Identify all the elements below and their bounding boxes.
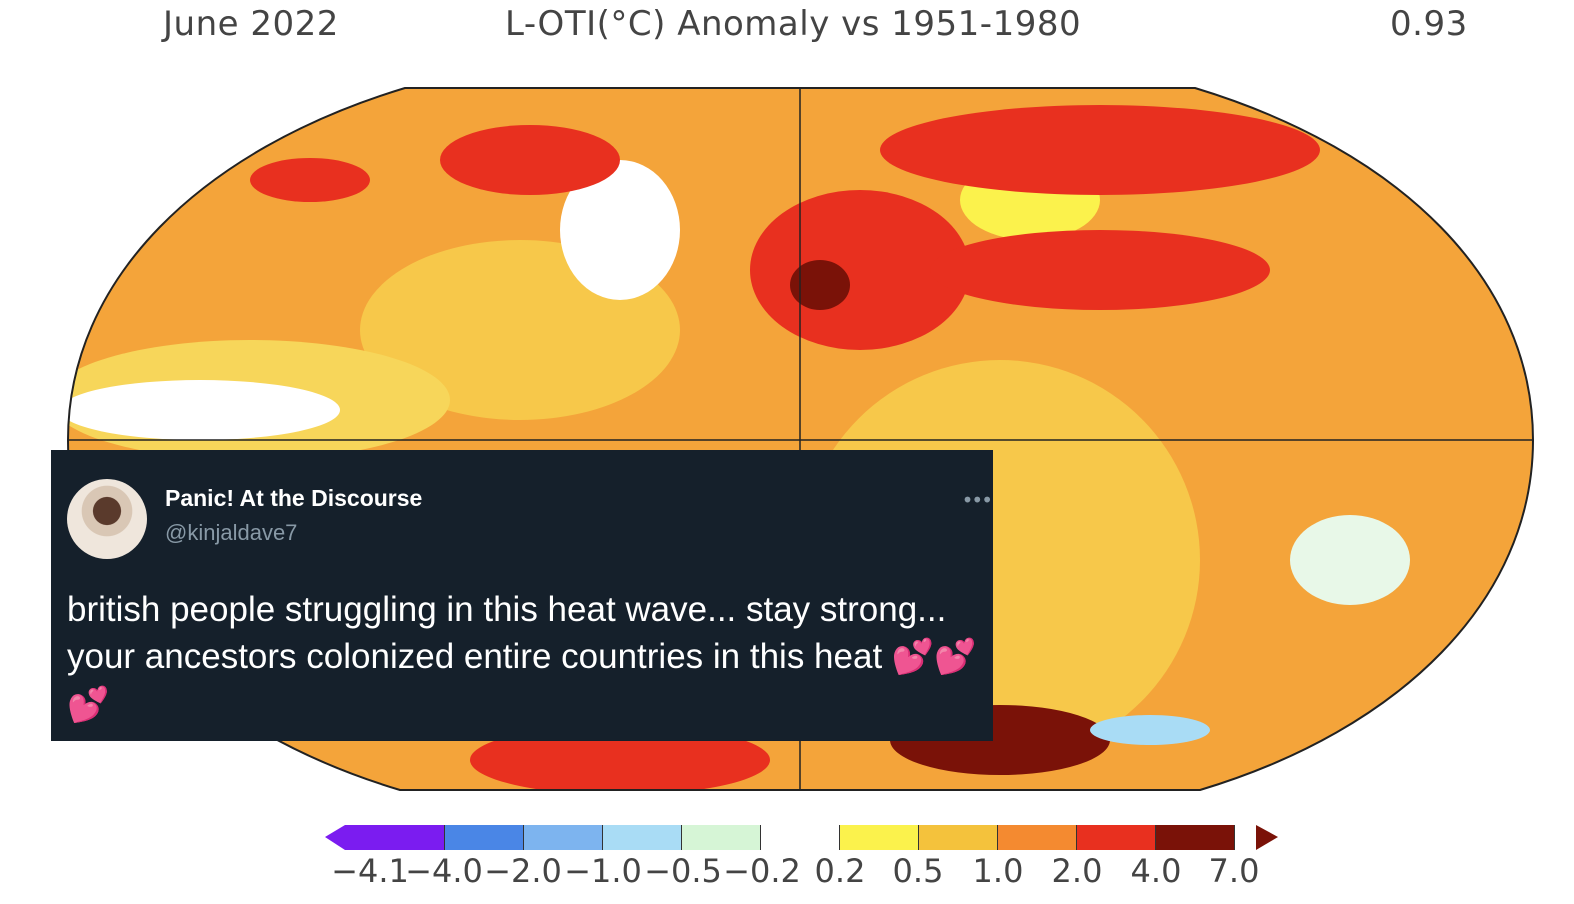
colorbar-min-arrow (325, 825, 345, 850)
anomaly-region (880, 105, 1320, 195)
colorbar-tick-label: 7.0 (1208, 852, 1260, 890)
colorbar-segment (445, 825, 524, 850)
global-mean-value: 0.93 (1390, 4, 1468, 44)
anomaly-region (440, 125, 620, 195)
colorbar-tick-label: −4.1 (331, 852, 409, 890)
colorbar-tick-label: −1.0 (564, 852, 642, 890)
colorbar-segment (1156, 825, 1235, 850)
colorbar-segment (1077, 825, 1156, 850)
anomaly-region (930, 230, 1270, 310)
anomaly-region (1090, 715, 1210, 745)
anomaly-region (1290, 515, 1410, 605)
tweet-handle[interactable]: @kinjaldave7 (165, 520, 298, 545)
colorbar-segment (345, 825, 445, 850)
anomaly-region (250, 158, 370, 202)
colorbar-tick-label: −0.5 (644, 852, 722, 890)
colorbar-segment (603, 825, 682, 850)
colorbar-segment (524, 825, 603, 850)
tweet-body: british people struggling in this heat w… (67, 590, 947, 676)
map-title: L-OTI(°C) Anomaly vs 1951-1980 (505, 4, 1082, 44)
colorbar (345, 825, 1235, 850)
anomaly-region (790, 260, 850, 310)
map-month-label: June 2022 (163, 4, 339, 44)
anomaly-region (750, 190, 970, 350)
colorbar-tick-label: 2.0 (1051, 852, 1103, 890)
map-outline (66, 87, 1535, 791)
anomaly-region (470, 725, 770, 790)
colorbar-max-arrow (1256, 825, 1278, 850)
tweet-card: Panic! At the Discourse @kinjaldave7 •••… (51, 450, 993, 741)
colorbar-segment (840, 825, 919, 850)
colorbar-tick-label: 0.5 (892, 852, 944, 890)
colorbar-segment (761, 825, 840, 850)
tweet-display-name[interactable]: Panic! At the Discourse (165, 485, 423, 511)
colorbar-tick-label: −4.0 (405, 852, 483, 890)
avatar[interactable] (67, 479, 147, 559)
ellipsis-icon[interactable]: ••• (961, 488, 993, 512)
two-hearts-emoji-icon: 💕💕💕 (67, 638, 977, 724)
anomaly-region (68, 380, 340, 440)
anomaly-region (560, 160, 680, 300)
colorbar-tick-label: −0.2 (723, 852, 801, 890)
colorbar-segment (682, 825, 761, 850)
colorbar-tick-label: 4.0 (1130, 852, 1182, 890)
tweet-text: british people struggling in this heat w… (67, 586, 977, 729)
colorbar-tick-label: 0.2 (814, 852, 866, 890)
colorbar-tick-label: −2.0 (484, 852, 562, 890)
colorbar-tick-label: 1.0 (972, 852, 1024, 890)
colorbar-segment (919, 825, 998, 850)
colorbar-segment (998, 825, 1077, 850)
